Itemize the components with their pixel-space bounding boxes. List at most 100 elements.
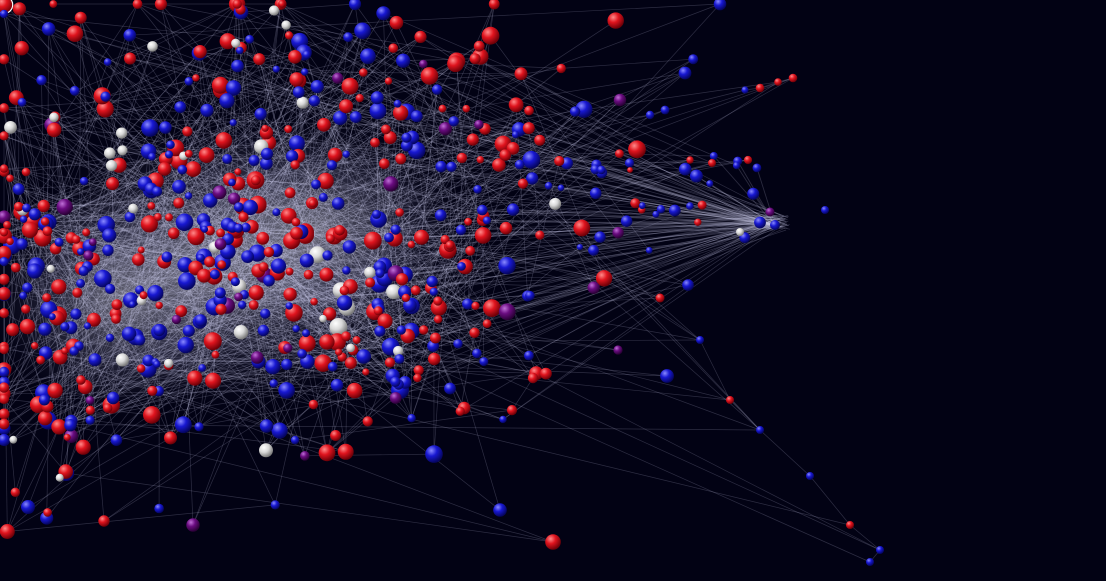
blue-graph-node[interactable] — [106, 391, 120, 405]
blue-graph-node[interactable] — [336, 295, 353, 311]
blue-graph-node[interactable] — [77, 248, 85, 256]
blue-graph-node[interactable] — [434, 209, 447, 222]
white-graph-node[interactable] — [55, 473, 64, 482]
blue-graph-node[interactable] — [233, 202, 244, 213]
blue-graph-node[interactable] — [652, 210, 660, 218]
red-graph-node[interactable] — [139, 291, 148, 300]
blue-graph-node[interactable] — [446, 161, 457, 172]
red-graph-node[interactable] — [341, 77, 359, 95]
blue-graph-node[interactable] — [431, 84, 443, 95]
blue-graph-node[interactable] — [134, 334, 146, 346]
red-graph-node[interactable] — [607, 12, 624, 29]
red-graph-node[interactable] — [167, 227, 180, 240]
blue-graph-node[interactable] — [228, 178, 236, 187]
red-graph-node[interactable] — [47, 382, 63, 399]
blue-graph-node[interactable] — [230, 277, 240, 287]
red-graph-node[interactable] — [232, 0, 242, 9]
red-graph-node[interactable] — [627, 167, 633, 173]
blue-graph-node[interactable] — [396, 53, 411, 68]
red-graph-node[interactable] — [10, 262, 21, 273]
red-graph-node[interactable] — [49, 0, 58, 8]
blue-graph-node[interactable] — [177, 164, 188, 175]
red-graph-node[interactable] — [337, 443, 354, 460]
red-graph-node[interactable] — [154, 213, 162, 221]
red-graph-node[interactable] — [13, 201, 24, 212]
red-graph-node[interactable] — [46, 122, 62, 138]
red-graph-node[interactable] — [686, 156, 694, 164]
blue-graph-node[interactable] — [148, 152, 156, 161]
red-graph-node[interactable] — [473, 40, 485, 52]
white-graph-node[interactable] — [117, 145, 128, 156]
blue-graph-node[interactable] — [477, 204, 488, 216]
white-graph-node[interactable] — [116, 127, 128, 139]
red-graph-node[interactable] — [469, 327, 480, 338]
red-graph-node[interactable] — [215, 132, 233, 149]
blue-graph-node[interactable] — [231, 59, 244, 73]
blue-graph-node[interactable] — [493, 503, 507, 517]
white-graph-node[interactable] — [259, 443, 273, 458]
red-graph-node[interactable] — [788, 73, 798, 83]
red-graph-node[interactable] — [339, 285, 350, 296]
blue-graph-node[interactable] — [747, 187, 760, 200]
red-graph-node[interactable] — [433, 296, 443, 306]
white-graph-node[interactable] — [346, 343, 355, 353]
red-graph-node[interactable] — [72, 287, 83, 298]
blue-graph-node[interactable] — [557, 184, 565, 192]
red-graph-node[interactable] — [755, 83, 765, 93]
red-graph-node[interactable] — [326, 234, 335, 243]
red-graph-node[interactable] — [0, 418, 10, 430]
blue-graph-node[interactable] — [147, 285, 164, 302]
red-graph-node[interactable] — [630, 198, 641, 209]
blue-graph-node[interactable] — [400, 139, 413, 152]
red-graph-node[interactable] — [488, 0, 500, 10]
blue-graph-node[interactable] — [343, 32, 353, 43]
purple-graph-node[interactable] — [587, 281, 600, 294]
blue-graph-node[interactable] — [297, 349, 307, 359]
blue-graph-node[interactable] — [594, 231, 606, 243]
red-graph-node[interactable] — [573, 219, 591, 237]
blue-graph-node[interactable] — [444, 382, 456, 395]
purple-graph-node[interactable] — [498, 303, 516, 321]
red-graph-node[interactable] — [383, 131, 397, 145]
red-graph-node[interactable] — [284, 31, 294, 40]
red-graph-node[interactable] — [0, 54, 10, 65]
red-graph-node[interactable] — [111, 314, 121, 324]
blue-graph-node[interactable] — [394, 354, 405, 364]
blue-graph-node[interactable] — [403, 298, 417, 313]
blue-graph-node[interactable] — [770, 220, 780, 230]
blue-graph-node[interactable] — [254, 107, 267, 121]
purple-graph-node[interactable] — [613, 345, 623, 355]
blue-graph-node[interactable] — [194, 422, 204, 432]
white-graph-node[interactable] — [164, 358, 174, 368]
red-graph-node[interactable] — [248, 300, 259, 310]
blue-graph-node[interactable] — [129, 300, 136, 308]
red-graph-node[interactable] — [334, 225, 345, 236]
blue-graph-node[interactable] — [462, 298, 474, 310]
red-graph-node[interactable] — [774, 78, 782, 86]
blue-graph-node[interactable] — [410, 110, 423, 123]
blue-graph-node[interactable] — [308, 95, 320, 107]
blue-graph-node[interactable] — [166, 140, 175, 149]
blue-graph-node[interactable] — [390, 224, 401, 235]
blue-graph-node[interactable] — [209, 269, 220, 280]
red-graph-node[interactable] — [517, 178, 529, 189]
blue-graph-node[interactable] — [624, 158, 635, 168]
blue-graph-node[interactable] — [544, 182, 553, 190]
red-graph-node[interactable] — [428, 352, 441, 366]
red-graph-node[interactable] — [0, 228, 9, 237]
red-graph-node[interactable] — [12, 2, 26, 16]
purple-graph-node[interactable] — [283, 343, 293, 353]
blue-graph-node[interactable] — [177, 336, 194, 354]
red-graph-node[interactable] — [283, 287, 297, 301]
red-graph-node[interactable] — [258, 262, 269, 272]
blue-graph-node[interactable] — [349, 111, 362, 123]
blue-graph-node[interactable] — [682, 279, 694, 291]
blue-graph-node[interactable] — [271, 422, 288, 439]
blue-graph-node[interactable] — [36, 75, 47, 86]
purple-graph-node[interactable] — [332, 72, 344, 84]
blue-graph-node[interactable] — [390, 376, 401, 387]
white-graph-node[interactable] — [233, 325, 249, 340]
blue-graph-node[interactable] — [105, 333, 115, 343]
red-graph-node[interactable] — [508, 97, 524, 113]
